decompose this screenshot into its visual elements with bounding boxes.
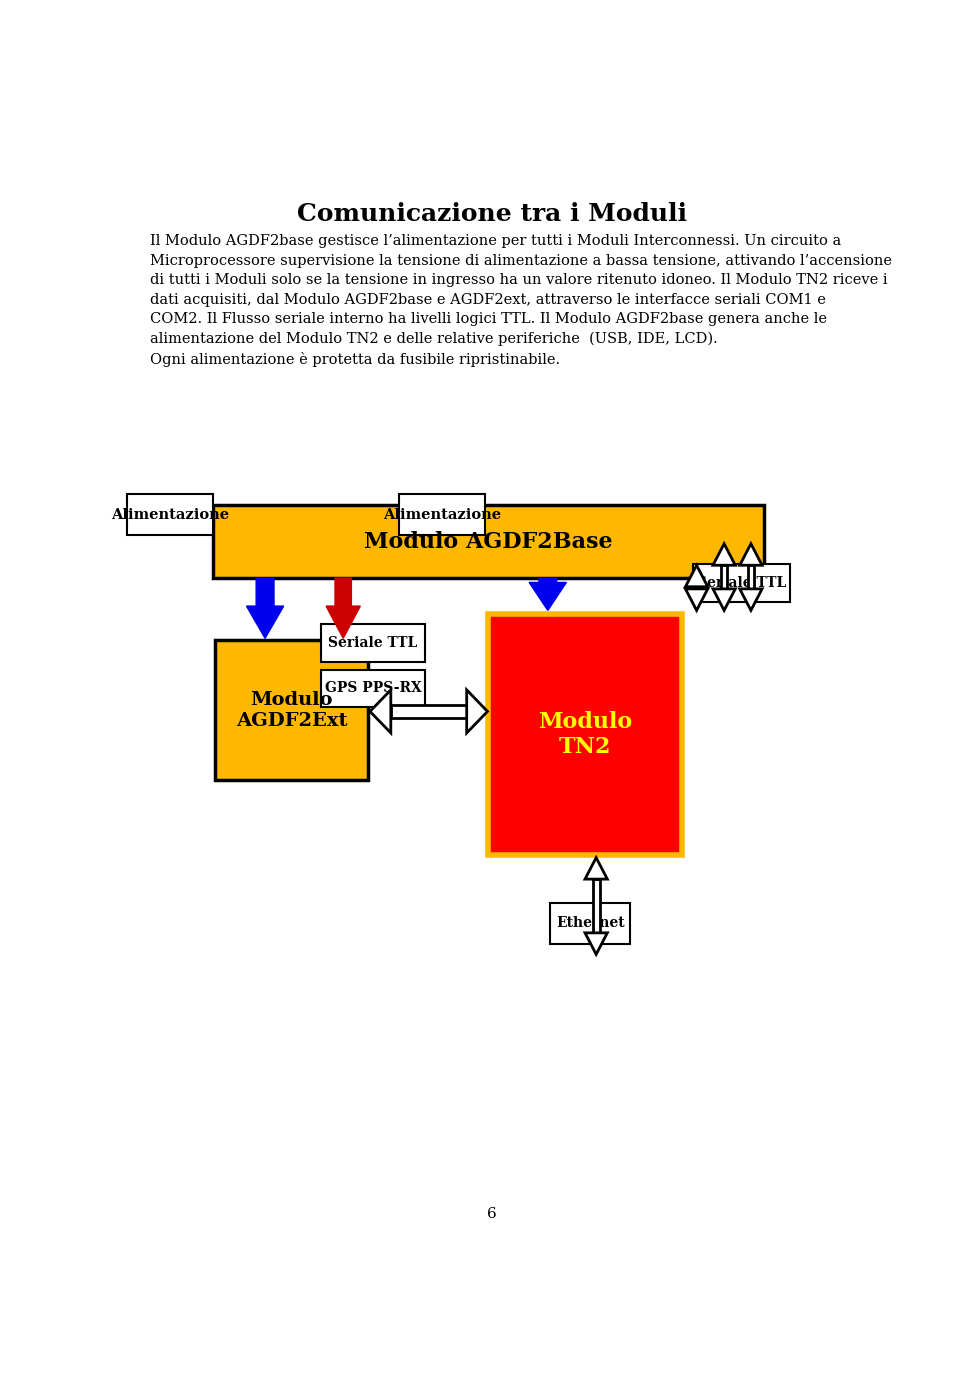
Polygon shape (326, 578, 360, 638)
Text: Comunicazione tra i Moduli: Comunicazione tra i Moduli (297, 202, 687, 226)
Text: 6: 6 (487, 1208, 497, 1222)
Polygon shape (585, 857, 608, 879)
Polygon shape (713, 589, 735, 610)
Bar (721, 565, 728, 589)
Text: GPS PPS-RX: GPS PPS-RX (324, 681, 421, 695)
Text: Il Modulo AGDF2base gestisce l’alimentazione per tutti i Moduli Interconnessi. U: Il Modulo AGDF2base gestisce l’alimentaz… (150, 235, 892, 367)
FancyBboxPatch shape (213, 505, 763, 578)
Polygon shape (740, 543, 762, 565)
Polygon shape (713, 543, 735, 565)
Polygon shape (685, 589, 708, 610)
FancyBboxPatch shape (215, 641, 368, 780)
Text: Seriale TTL: Seriale TTL (328, 637, 418, 651)
FancyBboxPatch shape (550, 903, 631, 944)
Bar (693, 586, 700, 589)
Bar (391, 705, 467, 718)
Text: Alimentazione: Alimentazione (111, 508, 229, 522)
FancyBboxPatch shape (693, 564, 789, 602)
Polygon shape (685, 565, 708, 586)
Text: Modulo AGDF2Base: Modulo AGDF2Base (364, 530, 612, 553)
Text: Seriale TTL: Seriale TTL (697, 577, 786, 591)
FancyBboxPatch shape (489, 614, 682, 856)
FancyBboxPatch shape (321, 624, 425, 662)
Text: Modulo
TN2: Modulo TN2 (538, 711, 632, 758)
FancyBboxPatch shape (128, 494, 213, 535)
Text: Alimentazione: Alimentazione (383, 508, 501, 522)
Polygon shape (370, 690, 391, 733)
Polygon shape (585, 933, 608, 955)
Text: Modulo
AGDF2Ext: Modulo AGDF2Ext (236, 691, 348, 730)
FancyBboxPatch shape (399, 494, 485, 535)
Polygon shape (740, 589, 762, 610)
Text: Ethernet: Ethernet (556, 916, 625, 930)
Polygon shape (467, 690, 488, 733)
Bar (593, 879, 599, 933)
Polygon shape (529, 578, 566, 610)
FancyBboxPatch shape (321, 670, 425, 708)
Bar (748, 565, 755, 589)
Polygon shape (247, 578, 284, 638)
